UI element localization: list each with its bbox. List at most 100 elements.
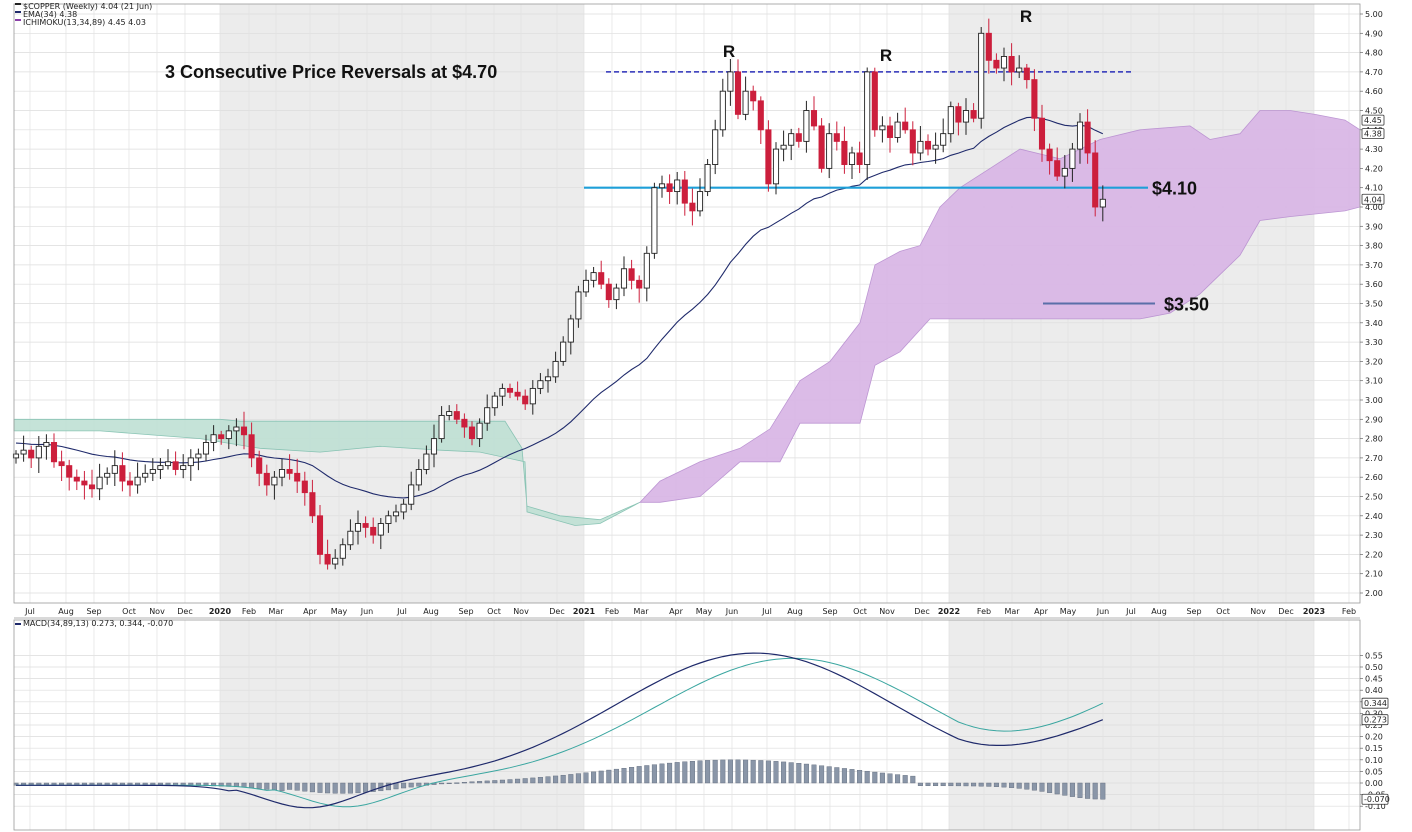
candle [1016,55,1023,79]
macd-histogram-bar [803,763,809,784]
macd-histogram-bar [887,773,893,784]
candle-body [271,476,278,486]
time-axis-label: Jun [725,607,739,616]
candle [195,448,202,471]
candle-body [210,434,217,443]
reversal-marker-r: R [1020,7,1032,26]
candle-body [514,391,521,397]
candle [940,118,947,153]
macd-histogram-bar [636,766,642,784]
time-axis-label: Apr [669,607,684,616]
macd-histogram-bar [560,774,566,784]
candle [324,539,331,570]
candle-body [377,523,384,536]
candle [879,116,886,143]
candle-body [955,106,962,123]
legend-entry: ICHIMOKU(13,34,89) 4.45 4.03 [23,18,146,27]
candle-body [233,426,240,432]
macd-histogram-bar [841,768,847,784]
macd-histogram-bar [347,782,353,794]
macd-histogram-bar [568,774,574,784]
ichimoku-cloud-bullish [13,418,641,526]
candle-body [788,133,795,146]
candle-body [810,110,818,127]
candle-body [985,32,992,61]
candle [818,118,825,173]
candle [423,445,430,475]
price-tick-label: 2.40 [1365,512,1383,521]
macd-histogram-bar [454,782,460,784]
candle-body [423,453,430,470]
candle [955,102,962,136]
candle-body [940,133,947,146]
price-tick-label: 4.50 [1365,107,1383,116]
macd-histogram-bar [644,765,650,784]
candle [332,549,339,570]
candle-body [1092,152,1099,208]
time-axis-label: Jun [360,607,374,616]
candle-body [218,434,225,440]
time-axis-label: Feb [242,607,256,616]
candle [88,469,96,498]
price-tick-label: 2.60 [1365,473,1383,482]
price-tick-label: 3.30 [1365,338,1383,347]
candle-body [149,469,156,474]
time-axis-label: Sep [822,607,837,616]
time-axis-label: Apr [303,607,318,616]
candle [43,434,50,460]
macd-histogram-bar [332,782,338,794]
candle [1008,43,1015,86]
time-axis-label: Jul [1125,607,1136,616]
macd-histogram-bar [439,782,445,785]
candle [1046,143,1053,175]
candle-body [909,129,916,154]
candle [286,454,293,480]
candle [149,458,156,482]
legend-entry: EMA(34) 4.38 [23,10,77,19]
candle [180,454,187,479]
candle [620,256,628,297]
candle [392,504,400,523]
macd-histogram-bar [271,782,277,791]
macd-histogram-bar [1024,782,1030,790]
candle [780,130,787,162]
time-axis-label: Nov [1250,607,1266,616]
candle-body [324,553,331,565]
candle [1000,47,1008,82]
candle-body [370,526,377,536]
price-tick-label: 4.10 [1365,184,1383,193]
candle [803,100,810,153]
time-axis-label: Oct [487,607,501,616]
time-axis-label: Nov [513,607,529,616]
candle [598,260,605,290]
macd-histogram-bar [864,770,870,784]
candle [924,134,932,156]
candle-body [88,484,96,490]
time-axis-label: Nov [149,607,165,616]
candle [202,434,210,462]
candle-body [119,465,126,482]
candle [719,78,726,137]
candle-body [66,465,73,478]
candle [856,141,863,174]
price-tick-label: 4.60 [1365,87,1383,96]
macd-histogram-bar [256,782,262,789]
macd-histogram-bar [484,780,490,784]
macd-histogram-bar [689,761,695,784]
macd-histogram-bar [302,782,308,792]
candle-body [864,71,871,165]
macd-histogram-bar [788,762,794,784]
candle-body [636,279,643,289]
candle-body [1008,56,1015,73]
macd-histogram-bar [499,779,505,784]
candle-body [461,418,468,428]
candle-body [506,387,514,393]
macd-histogram-bar [955,782,961,787]
macd-histogram-bar [1077,782,1083,798]
macd-histogram-bar [309,782,315,793]
macd-histogram-bar [735,759,741,784]
candle-body [1084,121,1091,154]
ichimoku-cloud-bearish [639,110,1361,503]
candle [970,103,977,123]
candle [157,458,164,480]
